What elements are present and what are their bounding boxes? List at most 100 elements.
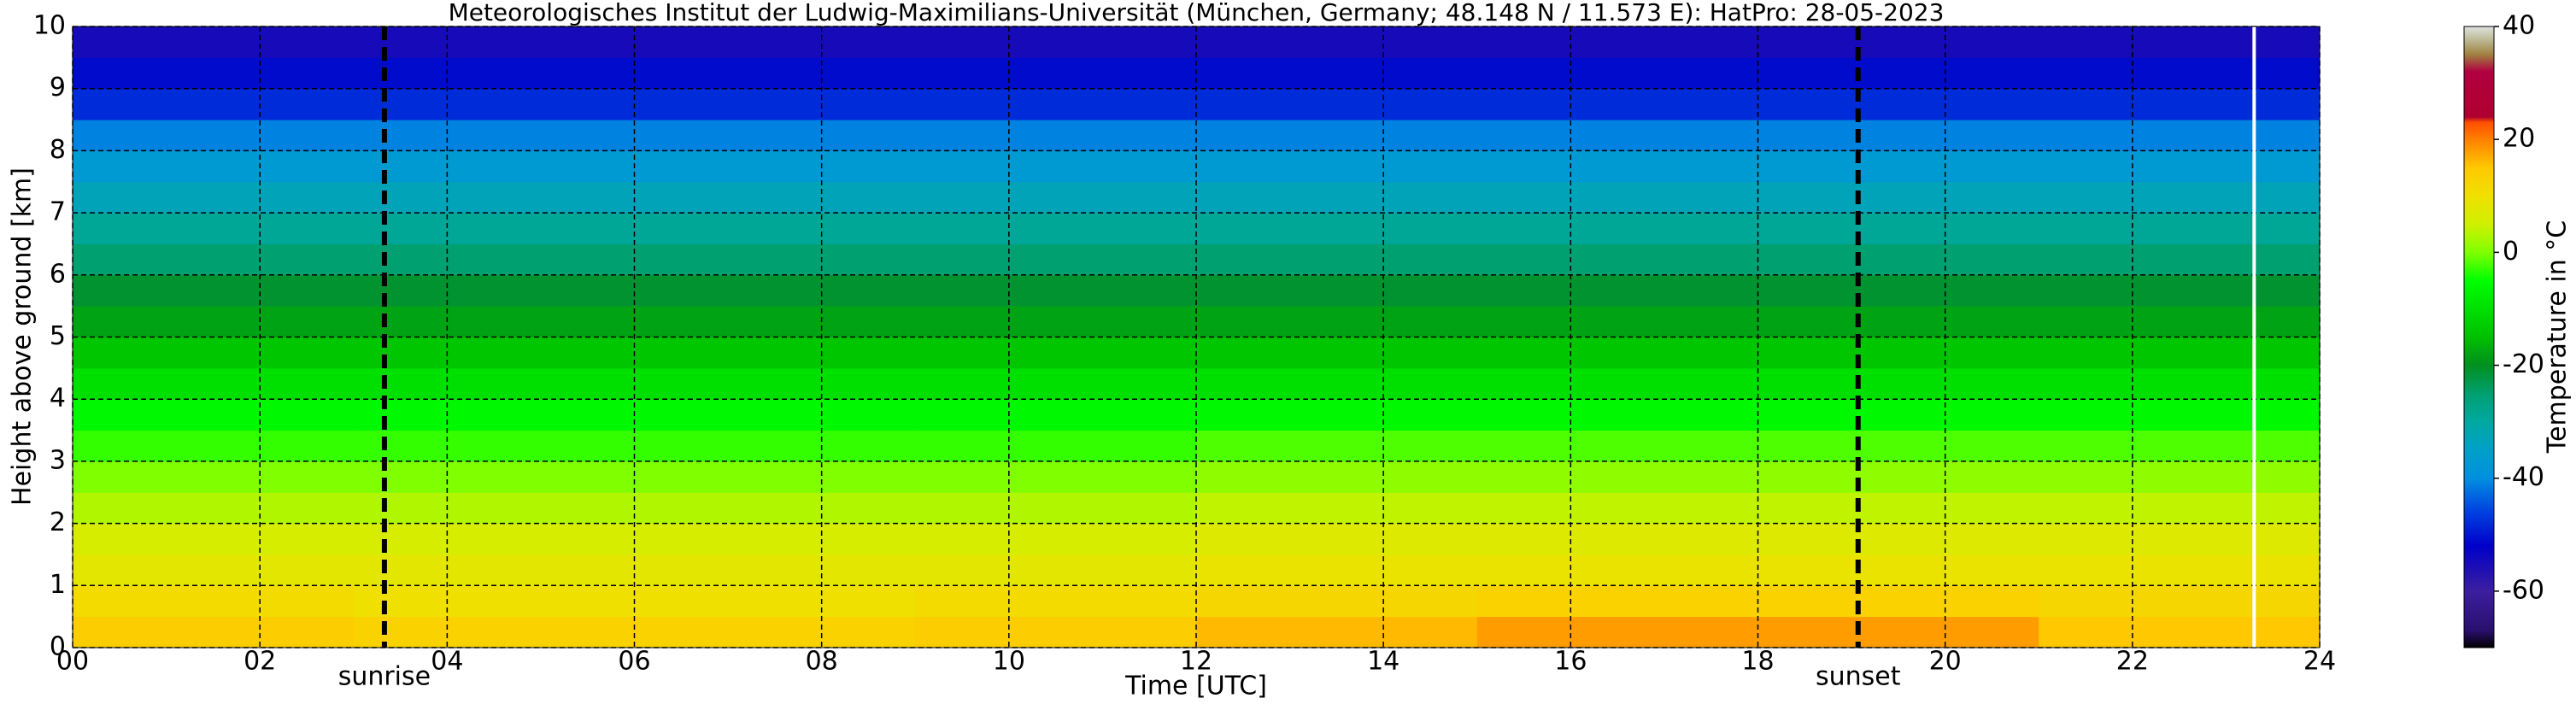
heatmap-cell — [73, 26, 355, 58]
heatmap-cell — [634, 57, 916, 90]
heatmap-cell — [1476, 306, 1758, 337]
heatmap-cell — [1757, 306, 2039, 337]
heatmap-cell — [1196, 243, 1478, 276]
heatmap-cell — [2039, 213, 2321, 244]
heatmap-cell — [1757, 461, 2039, 493]
y-tick-label: 7 — [50, 197, 66, 227]
heatmap-cell — [915, 243, 1197, 276]
heatmap-cell — [73, 274, 355, 307]
heatmap-cell — [1757, 399, 2039, 431]
heatmap-cell — [1757, 274, 2039, 307]
heatmap-cell — [1476, 150, 1758, 183]
heatmap-cell — [1476, 57, 1758, 90]
heatmap-cell — [2039, 337, 2321, 369]
heatmap-cell — [2039, 26, 2321, 58]
heatmap-cell — [1476, 554, 1758, 586]
y-tick-label: 8 — [50, 135, 66, 165]
heatmap-cell — [73, 616, 355, 648]
heatmap-cell — [915, 554, 1197, 586]
heatmap-cell — [2039, 461, 2321, 493]
heatmap-cell — [353, 243, 635, 276]
heatmap-cell — [1476, 367, 1758, 400]
heatmap-cell — [353, 150, 635, 183]
heatmap-cell — [73, 523, 355, 555]
colorbar-tick-label: 40 — [2503, 11, 2535, 41]
x-tick-label: 06 — [618, 647, 650, 677]
heatmap-cell — [915, 150, 1197, 183]
heatmap-cell — [353, 554, 635, 586]
heatmap-cell — [1757, 88, 2039, 120]
heatmap-cell — [915, 120, 1197, 151]
plot-frame — [72, 26, 2321, 648]
y-tick-label: 0 — [50, 632, 66, 662]
heatmap-cell — [915, 523, 1197, 555]
colorbar-tick-label: -60 — [2503, 575, 2544, 605]
heatmap-cell — [353, 274, 635, 307]
heatmap-cell — [915, 430, 1197, 462]
y-tick-label: 3 — [50, 445, 66, 475]
heatmap-cell — [2039, 306, 2321, 337]
y-tick-label: 9 — [50, 73, 66, 103]
heatmap-cell — [915, 306, 1197, 337]
heatmap-cell — [634, 399, 916, 431]
heatmap-cell — [73, 88, 355, 120]
heatmap-cell — [73, 399, 355, 431]
heatmap-cell — [2039, 585, 2321, 618]
heatmap-cell — [1476, 213, 1758, 244]
heatmap-cell — [1757, 616, 2039, 648]
heatmap-cell — [1476, 337, 1758, 369]
heatmap-cell — [1196, 274, 1478, 307]
x-tick-label: 14 — [1367, 647, 1399, 677]
heatmap-cell — [73, 57, 355, 90]
y-tick-label: 10 — [33, 11, 66, 41]
heatmap-cell — [634, 88, 916, 120]
heatmap-cell — [1757, 430, 2039, 462]
heatmap-cell — [73, 585, 355, 618]
heatmap-cell — [634, 337, 916, 369]
heatmap-cell — [1757, 181, 2039, 214]
heatmap-cell — [634, 274, 916, 307]
colorbar-label: Temperature in °C — [2543, 220, 2573, 454]
heatmap-cell — [915, 585, 1197, 618]
heatmap-cell — [1757, 57, 2039, 90]
heatmap-cell — [1196, 26, 1478, 58]
heatmap-cell — [1476, 26, 1758, 58]
heatmap-cell — [2039, 492, 2321, 525]
heatmap-cell — [1196, 461, 1478, 493]
heatmap-cell — [1757, 367, 2039, 400]
heatmap-cell — [353, 88, 635, 120]
heatmap-cell — [1196, 399, 1478, 431]
heatmap-cell — [353, 585, 635, 618]
heatmap-cell — [73, 243, 355, 276]
heatmap-cell — [634, 213, 916, 244]
colorbar-tick-label: -20 — [2503, 349, 2544, 379]
heatmap-cell — [1476, 120, 1758, 151]
chart-title: Meteorologisches Institut der Ludwig-Max… — [449, 0, 1945, 26]
heatmap-cell — [634, 150, 916, 183]
heatmap-cell — [73, 430, 355, 462]
colorbar-tick-label: 0 — [2503, 237, 2519, 267]
y-tick-label: 4 — [50, 384, 66, 414]
heatmap-cell — [1757, 26, 2039, 58]
heatmap-cell — [1196, 213, 1478, 244]
heatmap-cell — [915, 88, 1197, 120]
heatmap-cell — [915, 213, 1197, 244]
heatmap-cell — [1196, 367, 1478, 400]
x-tick-label: 24 — [2303, 647, 2336, 677]
heatmap-cell — [634, 181, 916, 214]
heatmap-cell — [2039, 399, 2321, 431]
x-tick-label: 22 — [2116, 647, 2149, 677]
sunrise-label: sunrise — [338, 662, 431, 692]
heatmap-cell — [73, 367, 355, 400]
heatmap-cell — [2039, 150, 2321, 183]
heatmap-cell — [353, 461, 635, 493]
heatmap-cell — [634, 306, 916, 337]
heatmap-cell — [915, 57, 1197, 90]
x-tick-label: 12 — [1180, 647, 1212, 677]
x-tick-label: 04 — [431, 647, 463, 677]
heatmap-cell — [915, 616, 1197, 648]
heatmap-cell — [634, 430, 916, 462]
heatmap-cell — [2039, 120, 2321, 151]
heatmap-cell — [1757, 150, 2039, 183]
heatmap-cell — [73, 150, 355, 183]
